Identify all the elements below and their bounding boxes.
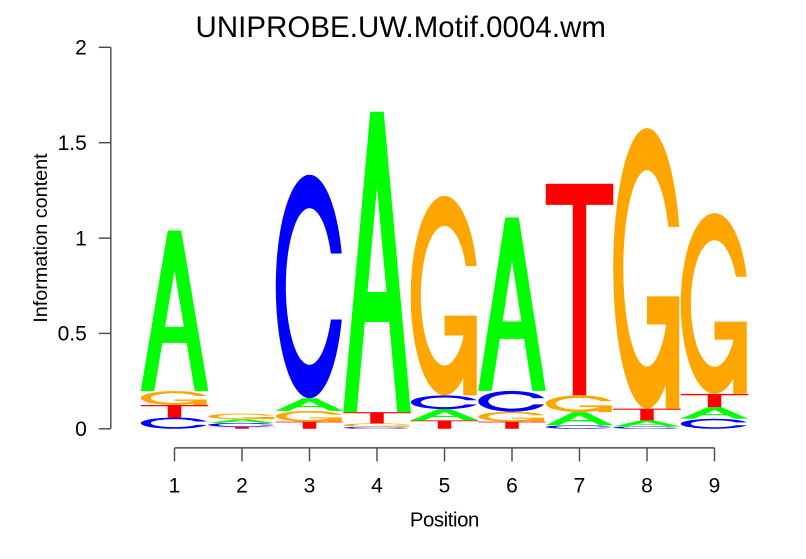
svg-text:2: 2 — [236, 474, 248, 497]
svg-text:0.5: 0.5 — [58, 323, 87, 346]
svg-text:1: 1 — [169, 474, 181, 497]
svg-text:Position: Position — [410, 510, 480, 532]
svg-text:0: 0 — [75, 418, 87, 441]
svg-text:4: 4 — [371, 474, 383, 497]
svg-text:UNIPROBE.UW.Motif.0004.wm: UNIPROBE.UW.Motif.0004.wm — [196, 11, 606, 44]
svg-text:1.5: 1.5 — [58, 132, 87, 155]
svg-text:1: 1 — [75, 227, 87, 250]
svg-text:7: 7 — [574, 474, 586, 497]
svg-text:8: 8 — [641, 474, 653, 497]
svg-text:3: 3 — [304, 474, 316, 497]
svg-text:6: 6 — [506, 474, 518, 497]
svg-text:5: 5 — [439, 474, 451, 497]
svg-text:2: 2 — [75, 37, 87, 60]
svg-text:Information content: Information content — [30, 153, 52, 323]
svg-text:9: 9 — [709, 474, 721, 497]
